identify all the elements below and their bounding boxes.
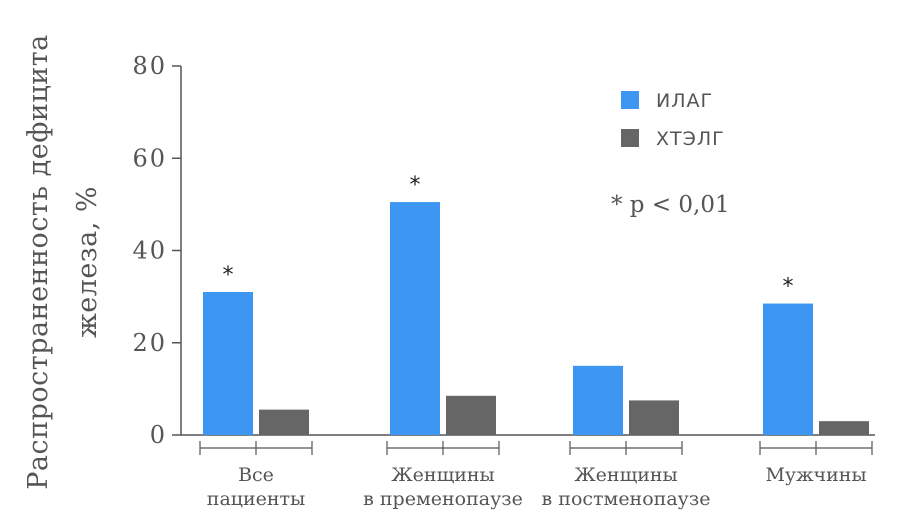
- category-bracket: [386, 441, 500, 455]
- significance-star: *: [783, 275, 794, 300]
- significance-note: * p < 0,01: [611, 192, 730, 218]
- legend-label: ИЛАГ: [656, 90, 713, 112]
- bar-series-1: [573, 365, 623, 435]
- legend-swatch: [621, 91, 639, 109]
- y-tick-label: 20: [132, 329, 167, 357]
- x-axis: [181, 434, 875, 455]
- legend-swatch: [621, 129, 639, 147]
- bar-series-2: [629, 400, 679, 435]
- y-axis-label-line-2: железа, %: [72, 186, 103, 338]
- y-axis-label-line-1: Распространенность дефицита: [23, 34, 54, 490]
- bar-series-1: [390, 202, 440, 435]
- bar-series-2: [446, 395, 496, 435]
- category-labels: Все пациенты Женщины в пременопаузе Женщины в…: [207, 464, 867, 510]
- category-label: Женщины в пременопаузе: [363, 464, 523, 510]
- significance-star: *: [410, 173, 421, 198]
- category-bracket: [569, 441, 683, 455]
- legend-label: ХТЭЛГ: [656, 128, 725, 150]
- y-tick-label: 40: [132, 237, 167, 265]
- y-axis-label: Распространенность дефицита железа, %: [23, 34, 103, 490]
- category-bracket: [199, 441, 313, 455]
- category-label: Мужчины: [765, 464, 866, 486]
- category-bracket: [759, 441, 873, 455]
- bar-series-2: [819, 421, 869, 435]
- y-axis: 0 20 40 60 80: [132, 52, 182, 449]
- significance-star: *: [223, 263, 234, 288]
- bars: [203, 202, 869, 435]
- y-tick-label: 60: [132, 144, 167, 172]
- category-label: Все пациенты: [207, 464, 305, 510]
- legend: ИЛАГ ХТЭЛГ: [621, 90, 725, 150]
- y-tick-label: 80: [132, 52, 167, 80]
- significance-marks: * * *: [223, 173, 794, 299]
- bar-series-2: [259, 409, 309, 435]
- category-label: Женщины в постменопаузе: [542, 464, 711, 510]
- y-tick-label: 0: [150, 421, 167, 449]
- bar-series-1: [203, 292, 253, 435]
- bar-series-1: [763, 303, 813, 435]
